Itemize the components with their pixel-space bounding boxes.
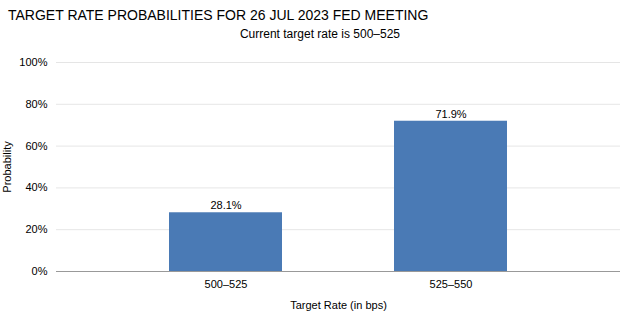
svg-text:40%: 40%	[25, 181, 47, 193]
svg-text:20%: 20%	[25, 223, 47, 235]
svg-text:Target Rate (in bps): Target Rate (in bps)	[290, 299, 387, 311]
svg-text:80%: 80%	[25, 98, 47, 110]
svg-text:60%: 60%	[25, 140, 47, 152]
svg-text:500–525: 500–525	[205, 278, 248, 290]
html-text:Current target rate is 500–525: Current target rate is 500–525	[239, 27, 400, 41]
svg-text:Probability: Probability	[1, 141, 13, 193]
svg-text:525–550: 525–550	[430, 278, 473, 290]
svg-text:28.1%: 28.1%	[210, 199, 241, 211]
html-text:TARGET RATE PROBABILITIES FOR: TARGET RATE PROBABILITIES FOR 26 JUL 202…	[8, 7, 429, 23]
svg-text:100%: 100%	[19, 56, 47, 68]
svg-text:71.9%: 71.9%	[435, 108, 466, 120]
svg-text:0%: 0%	[32, 265, 48, 277]
